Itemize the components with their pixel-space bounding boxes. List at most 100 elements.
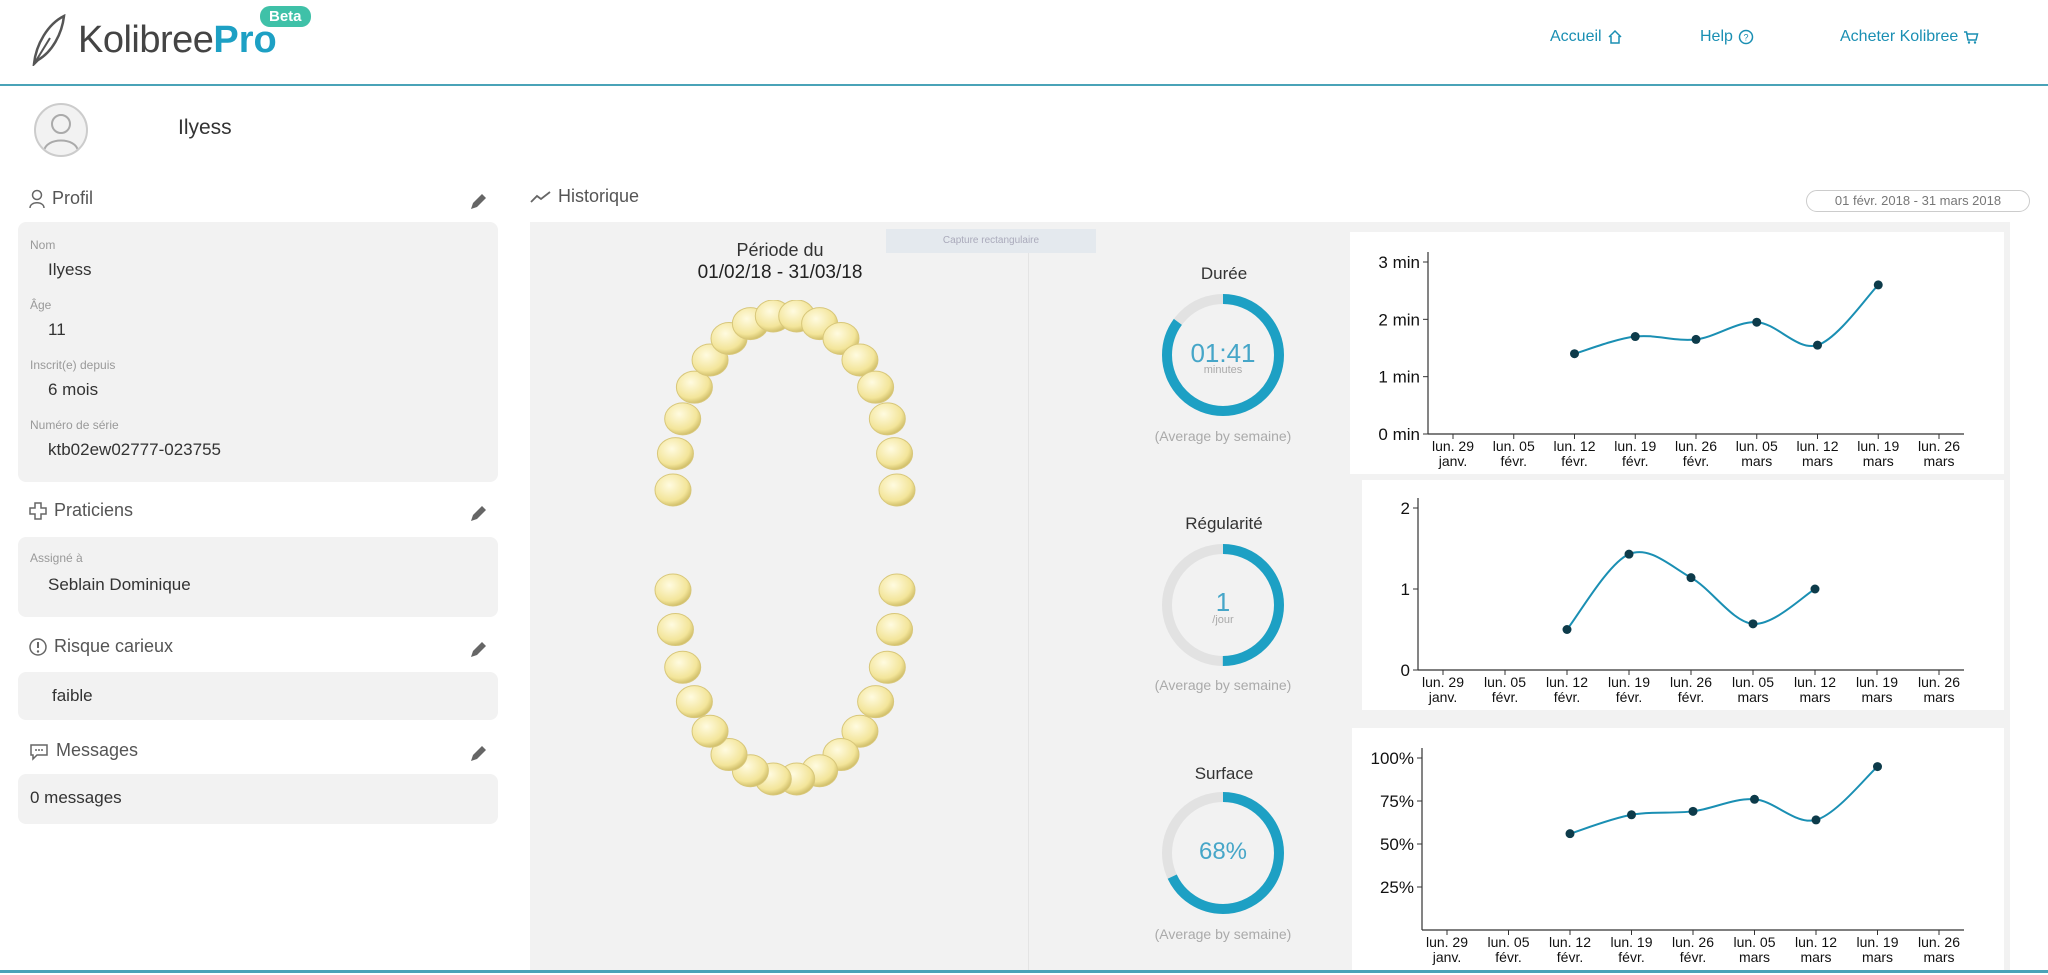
alert-circle-icon [29, 637, 47, 656]
x-tick-label: lun. 19 [1614, 438, 1656, 454]
x-tick-label: lun. 05 [1733, 934, 1775, 950]
nav-buy[interactable]: Acheter Kolibree [1840, 28, 1979, 46]
edit-risk-icon[interactable] [468, 640, 488, 660]
lower-tooth [841, 714, 879, 748]
x-tick-label: lun. 05 [1732, 674, 1774, 690]
x-tick-month-label: févr. [1622, 453, 1648, 469]
edit-messages-icon[interactable] [468, 744, 488, 764]
duration-sub: (Average by semaine) [1154, 428, 1292, 444]
period-label: Période du [736, 240, 824, 260]
data-point[interactable] [1627, 810, 1636, 820]
x-tick-label: lun. 26 [1675, 438, 1717, 454]
surface-title: Surface [1194, 764, 1254, 783]
x-tick-label: lun. 19 [1857, 438, 1899, 454]
x-tick-label: lun. 26 [1918, 674, 1960, 690]
avatar[interactable] [34, 103, 88, 157]
x-tick-month-label: févr. [1678, 689, 1704, 705]
age-label: Âge [30, 298, 52, 312]
x-tick-label: lun. 05 [1484, 674, 1526, 690]
duration-value: 01:41 [1190, 338, 1256, 368]
upper-tooth [675, 370, 713, 404]
data-point[interactable] [1565, 829, 1575, 839]
period-range: 01/02/18 - 31/03/18 [697, 262, 863, 283]
data-point[interactable] [1750, 794, 1759, 804]
data-point[interactable] [1748, 619, 1758, 629]
data-point[interactable] [1570, 349, 1579, 359]
upper-tooth [841, 343, 879, 377]
x-tick-month-label: mars [1739, 949, 1770, 965]
y-tick-label: 25% [1380, 878, 1414, 897]
lower-tooth [691, 714, 729, 748]
x-tick-label: lun. 05 [1736, 438, 1778, 454]
x-tick-label: lun. 19 [1610, 934, 1652, 950]
lower-tooth [654, 573, 692, 607]
x-tick-label: lun. 19 [1608, 674, 1650, 690]
data-point[interactable] [1691, 334, 1701, 344]
x-tick-month-label: janv. [1432, 949, 1462, 965]
surface-gauge-fill [1162, 792, 1284, 914]
x-tick-month-label: févr. [1492, 689, 1518, 705]
data-point[interactable] [1810, 584, 1820, 594]
x-tick-month-label: mars [1863, 453, 1894, 469]
data-point[interactable] [1873, 762, 1882, 772]
assigned-label: Assigné à [30, 551, 83, 565]
data-point[interactable] [1688, 806, 1698, 816]
data-point[interactable] [1813, 340, 1822, 350]
x-tick-label: lun. 19 [1856, 934, 1898, 950]
help-icon: ? [1738, 29, 1754, 45]
profile-title-label: Profil [52, 188, 94, 208]
home-icon [1608, 29, 1622, 44]
upper-tooth [664, 402, 702, 436]
edit-practitioners-icon[interactable] [468, 504, 488, 524]
serial-label: Numéro de série [30, 418, 119, 432]
x-tick-month-label: févr. [1501, 453, 1527, 469]
upper-tooth [868, 402, 906, 436]
data-point[interactable] [1624, 549, 1634, 559]
x-tick-label: lun. 12 [1549, 934, 1591, 950]
y-tick-label: 100% [1371, 749, 1414, 768]
user-name: Ilyess [178, 116, 232, 139]
upper-tooth [876, 437, 914, 471]
messages-value: 0 messages [30, 788, 122, 807]
edit-profile-icon[interactable] [468, 192, 488, 212]
user-avatar-icon [43, 114, 79, 152]
y-tick-label: 1 [1401, 580, 1410, 599]
data-point[interactable] [1811, 815, 1821, 825]
x-tick-month-label: févr. [1554, 689, 1580, 705]
messages-section-title: Messages [28, 740, 138, 761]
practitioners-card: Assigné à Seblain Dominique [18, 537, 498, 617]
x-tick-label: lun. 26 [1670, 674, 1712, 690]
teeth-illustration[interactable] [640, 300, 930, 800]
data-point[interactable] [1562, 625, 1572, 634]
data-point[interactable] [1752, 317, 1762, 327]
data-point[interactable] [1630, 332, 1640, 342]
nav-home[interactable]: Accueil [1550, 28, 1623, 46]
nav-help[interactable]: Help ? [1700, 28, 1754, 46]
lower-tooth [878, 573, 916, 607]
capture-overlay: Capture rectangulaire [886, 229, 1096, 253]
y-tick-label: 50% [1380, 835, 1414, 854]
x-tick-month-label: janv. [1428, 689, 1458, 705]
data-point[interactable] [1873, 280, 1883, 290]
upper-tooth [656, 437, 694, 471]
lower-tooth [675, 685, 713, 719]
y-tick-label: 75% [1380, 792, 1414, 811]
lower-tooth [664, 650, 702, 684]
cart-icon [1964, 31, 1979, 44]
x-tick-month-label: févr. [1683, 453, 1709, 469]
plus-cross-icon [29, 501, 47, 520]
upper-tooth [878, 473, 916, 507]
x-tick-month-label: févr. [1680, 949, 1706, 965]
x-tick-label: lun. 26 [1918, 438, 1960, 454]
y-tick-label: 0 [1401, 661, 1410, 680]
y-tick-label: 0 min [1378, 425, 1420, 444]
x-tick-month-label: mars [1923, 689, 1954, 705]
kolibree-logo[interactable]: Kolibree Pro Beta [28, 6, 311, 70]
data-point[interactable] [1686, 573, 1696, 583]
date-range-selector[interactable]: 01 févr. 2018 - 31 mars 2018 [1806, 190, 2030, 212]
x-tick-label: lun. 29 [1426, 934, 1468, 950]
x-tick-label: lun. 05 [1493, 438, 1535, 454]
